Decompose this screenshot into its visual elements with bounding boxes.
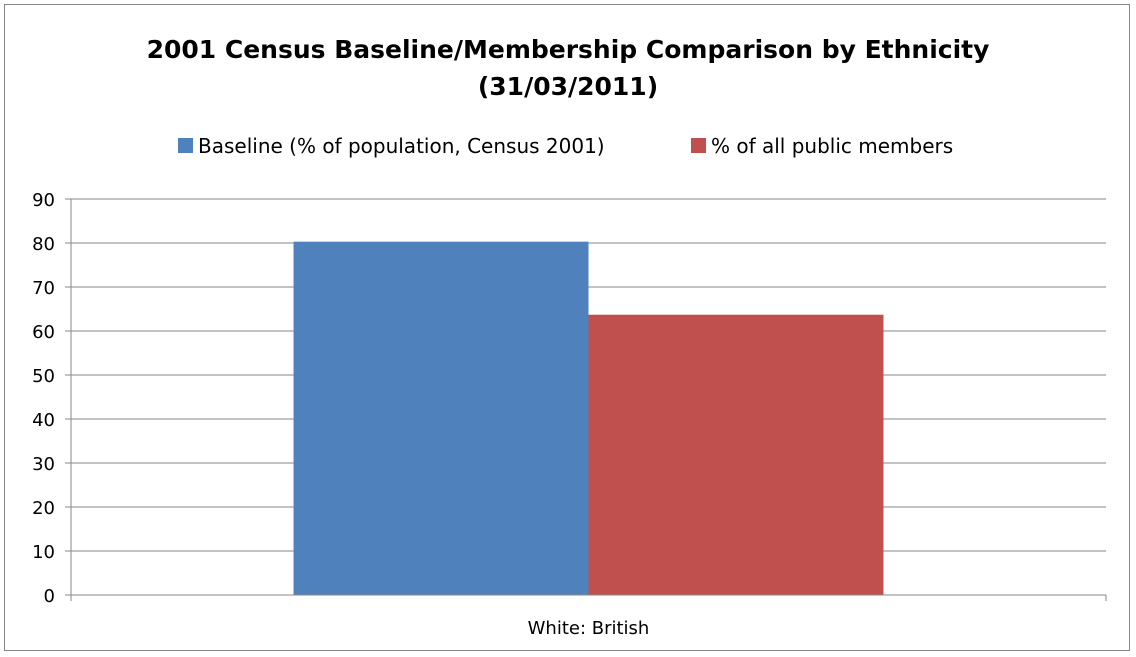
y-tick-label: 10 [32, 542, 55, 563]
chart-subtitle: (31/03/2011) [478, 72, 658, 101]
y-tick-label: 90 [32, 190, 55, 211]
y-axis-ticks: 0 10 20 30 40 50 60 70 80 90 [32, 190, 71, 607]
y-tick-label: 0 [44, 586, 55, 607]
legend: Baseline (% of population, Census 2001)%… [178, 134, 953, 158]
bar [293, 241, 589, 595]
legend-label: % of all public members [711, 134, 953, 158]
x-axis-labels: White: British [528, 618, 650, 639]
axes [70, 199, 1107, 601]
bars [293, 241, 884, 595]
y-tick-label: 30 [32, 454, 55, 475]
y-tick-label: 40 [32, 410, 55, 431]
chart-title: 2001 Census Baseline/Membership Comparis… [147, 35, 990, 64]
y-tick-label: 60 [32, 322, 55, 343]
y-tick-label: 20 [32, 498, 55, 519]
bar-chart: 2001 Census Baseline/Membership Comparis… [32, 35, 1107, 639]
y-tick-label: 70 [32, 278, 55, 299]
y-tick-label: 80 [32, 234, 55, 255]
chart-frame: 2001 Census Baseline/Membership Comparis… [4, 4, 1130, 651]
legend-swatch [691, 138, 706, 153]
x-category-label: White: British [528, 618, 650, 639]
legend-label: Baseline (% of population, Census 2001) [198, 134, 605, 158]
bar [588, 314, 884, 595]
legend-swatch [178, 138, 193, 153]
y-tick-label: 50 [32, 366, 55, 387]
